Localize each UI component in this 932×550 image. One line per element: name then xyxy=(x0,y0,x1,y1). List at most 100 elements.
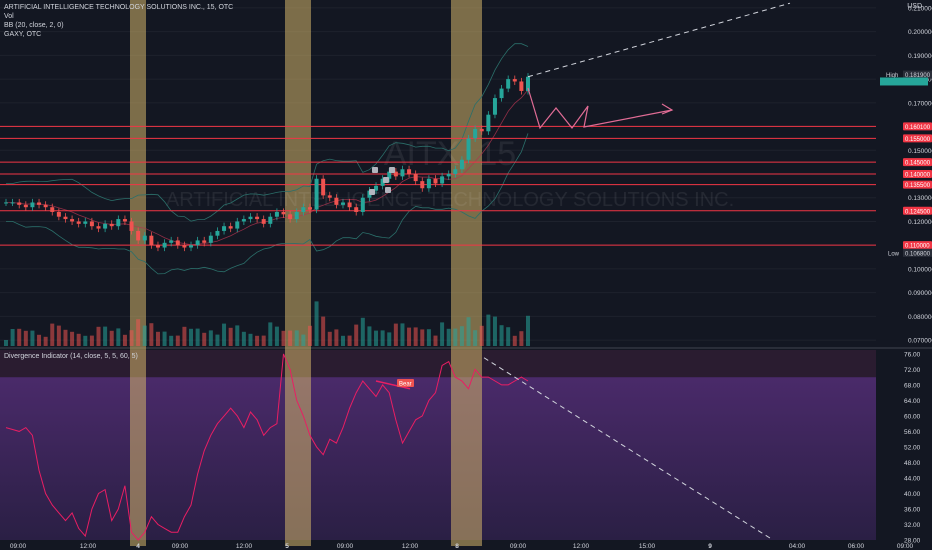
volume-bar xyxy=(433,335,438,346)
candle-body xyxy=(294,211,299,220)
volume-bar xyxy=(453,328,458,346)
osc-tick-label: 40.00 xyxy=(904,491,921,498)
candle-body xyxy=(380,178,385,186)
volume-bar xyxy=(195,328,200,346)
highlight-zone-3 xyxy=(451,0,482,546)
bb-legend[interactable]: BB (20, close, 2, 0) xyxy=(4,22,64,29)
low-tag xyxy=(903,248,932,257)
price-tick-label: 0.070000 xyxy=(908,338,932,345)
volume-bar xyxy=(182,326,187,346)
candle-body xyxy=(208,235,213,243)
time-tick-label: 15:00 xyxy=(639,543,656,550)
candle-body xyxy=(136,230,141,241)
candle-body xyxy=(261,219,266,224)
candle-body xyxy=(228,226,233,229)
volume-bar xyxy=(248,333,253,346)
symbol-title[interactable]: ARTIFICIAL INTELLIGENCE TECHNOLOGY SOLUT… xyxy=(4,4,234,11)
volume-bar xyxy=(50,323,55,346)
volume-bar xyxy=(129,330,134,346)
volume-bar xyxy=(321,316,326,346)
volume-bar xyxy=(374,330,379,346)
level-label: 0.155000 xyxy=(905,137,931,143)
volume-bar xyxy=(149,323,154,346)
candle-body xyxy=(499,88,504,99)
candle-body xyxy=(195,240,200,246)
candle-body xyxy=(70,219,75,222)
watermark-symbol: AITX, 15 xyxy=(384,135,516,173)
osc-tick-label: 64.00 xyxy=(904,398,921,405)
time-tick-label: 4 xyxy=(136,543,140,550)
candle-body xyxy=(268,216,273,224)
candle-body xyxy=(459,159,464,170)
volume-bar xyxy=(360,317,365,346)
volume-bar xyxy=(56,325,61,346)
candle-body xyxy=(17,202,22,205)
volume-bar xyxy=(499,325,504,346)
level-tag xyxy=(903,241,932,250)
oscillator-legend[interactable]: Divergence Indicator (14, close, 5, 5, 6… xyxy=(4,353,138,360)
bear-label-box xyxy=(397,378,414,387)
candle-body xyxy=(169,240,174,243)
osc-tick-label: 36.00 xyxy=(904,506,921,513)
compare-legend[interactable]: GAXY, OTC xyxy=(4,31,42,38)
projected-arrow xyxy=(661,103,674,115)
volume-bar xyxy=(314,301,319,346)
bear-divergence-line xyxy=(375,380,411,390)
time-tick-label: 8 xyxy=(455,543,459,550)
time-tick-label: 12:00 xyxy=(236,543,253,550)
event-marker xyxy=(389,167,395,173)
level-tag xyxy=(903,206,932,215)
vol-legend[interactable]: Vol xyxy=(4,13,14,20)
volume-bar xyxy=(89,335,94,346)
candle-body xyxy=(347,202,352,208)
volume-bar xyxy=(202,332,207,346)
volume-bar xyxy=(63,329,68,346)
volume-bar xyxy=(387,332,392,346)
volume-bar xyxy=(334,329,339,346)
candle-body xyxy=(519,81,524,91)
candle-body xyxy=(162,242,167,248)
candle-body xyxy=(241,219,246,222)
candle-body xyxy=(76,221,81,224)
volume-bar xyxy=(23,330,28,346)
candle-body xyxy=(149,235,154,246)
candle-body xyxy=(288,214,293,220)
volume-bar xyxy=(76,333,81,346)
bollinger-upper xyxy=(6,43,529,222)
volume-bar xyxy=(400,323,405,346)
candle-body xyxy=(446,174,451,177)
time-tick-label: 09:00 xyxy=(337,543,354,550)
volume-bar xyxy=(109,330,114,346)
volume-bar xyxy=(347,335,352,346)
bollinger-lower xyxy=(6,133,529,275)
candle-body xyxy=(387,171,392,179)
volume-bar xyxy=(426,329,431,346)
candle-body xyxy=(235,221,240,229)
volume-bar xyxy=(241,331,246,346)
osc-tick-label: 28.00 xyxy=(904,538,921,545)
candle-body xyxy=(307,207,312,210)
level-label: 0.110000 xyxy=(905,244,930,250)
volume-bar xyxy=(255,335,260,346)
candle-body xyxy=(202,240,207,243)
volume-bar xyxy=(175,335,180,346)
volume-bar xyxy=(446,328,451,346)
volume-bar xyxy=(440,322,445,346)
candle-body xyxy=(255,216,260,220)
volume-bar xyxy=(10,329,15,346)
candle-body xyxy=(327,195,332,198)
candle-body xyxy=(116,219,121,227)
volume-bar xyxy=(37,334,42,346)
trend-projection xyxy=(527,2,791,78)
level-label: 0.140000 xyxy=(905,173,931,179)
candle-body xyxy=(122,219,127,222)
osc-tick-label: 72.00 xyxy=(904,367,921,374)
candle-body xyxy=(189,245,194,248)
volume-bar xyxy=(17,328,22,346)
candle-body xyxy=(512,79,517,82)
high-caption: High xyxy=(886,73,898,79)
